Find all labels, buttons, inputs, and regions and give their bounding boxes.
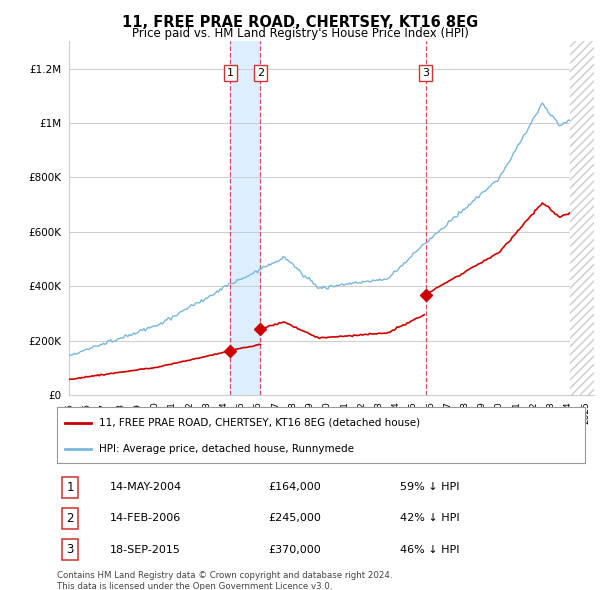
Text: HPI: Average price, detached house, Runnymede: HPI: Average price, detached house, Runn…: [99, 444, 354, 454]
Text: £245,000: £245,000: [268, 513, 321, 523]
Text: 3: 3: [422, 68, 429, 78]
Text: 18-SEP-2015: 18-SEP-2015: [110, 545, 181, 555]
Text: Contains HM Land Registry data © Crown copyright and database right 2024.
This d: Contains HM Land Registry data © Crown c…: [57, 571, 392, 590]
Text: £164,000: £164,000: [268, 483, 321, 492]
Text: 3: 3: [67, 543, 74, 556]
Text: 11, FREE PRAE ROAD, CHERTSEY, KT16 8EG: 11, FREE PRAE ROAD, CHERTSEY, KT16 8EG: [122, 15, 478, 30]
Text: 42% ↓ HPI: 42% ↓ HPI: [400, 513, 460, 523]
Text: 2: 2: [67, 512, 74, 525]
Text: 14-MAY-2004: 14-MAY-2004: [110, 483, 182, 492]
Text: Price paid vs. HM Land Registry's House Price Index (HPI): Price paid vs. HM Land Registry's House …: [131, 27, 469, 40]
Text: 1: 1: [67, 481, 74, 494]
Text: 1: 1: [227, 68, 234, 78]
Text: 59% ↓ HPI: 59% ↓ HPI: [400, 483, 460, 492]
Bar: [230, 41, 260, 395]
Text: 2: 2: [257, 68, 264, 78]
Text: 11, FREE PRAE ROAD, CHERTSEY, KT16 8EG (detached house): 11, FREE PRAE ROAD, CHERTSEY, KT16 8EG (…: [99, 418, 421, 428]
Text: 14-FEB-2006: 14-FEB-2006: [110, 513, 181, 523]
Bar: [570, 41, 594, 395]
Text: £370,000: £370,000: [268, 545, 321, 555]
Text: 46% ↓ HPI: 46% ↓ HPI: [400, 545, 460, 555]
